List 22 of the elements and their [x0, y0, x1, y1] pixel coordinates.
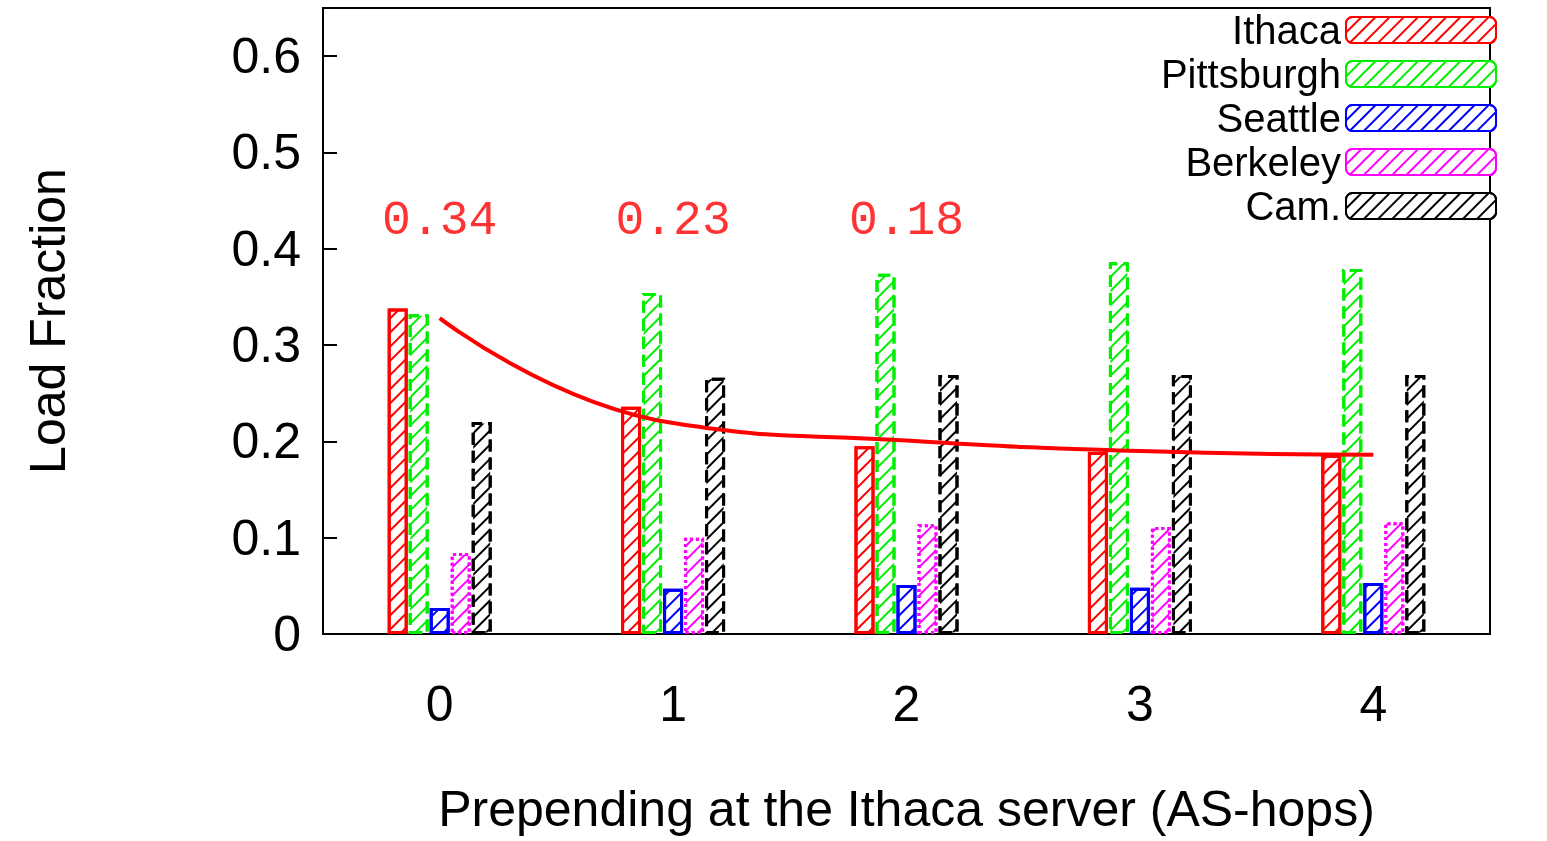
- y-tick-label: 0: [273, 606, 301, 662]
- x-tick-label: 1: [659, 676, 688, 732]
- legend-label: Cam.: [1245, 184, 1341, 228]
- y-tick-label: 0.6: [231, 28, 301, 85]
- x-tick-label: 3: [1125, 676, 1154, 732]
- y-tick-label: 0.1: [231, 509, 301, 566]
- y-tick-label: 0.2: [231, 413, 301, 470]
- annotation: 0.34: [382, 193, 498, 248]
- annotation: 0.23: [615, 193, 731, 248]
- legend-label: Ithaca: [1232, 8, 1342, 52]
- x-tick-label: 2: [892, 676, 921, 732]
- y-tick-label: 0.4: [231, 220, 301, 277]
- x-axis-title: Prepending at the Ithaca server (AS-hops): [438, 781, 1375, 837]
- legend-label: Berkeley: [1185, 140, 1341, 184]
- x-tick-label: 4: [1359, 676, 1388, 732]
- annotation: 0.18: [848, 193, 965, 248]
- x-tick-label: 0: [425, 676, 454, 732]
- y-tick-label: 0.5: [231, 124, 301, 181]
- y-axis-title: Load Fraction: [20, 168, 76, 474]
- legend-label: Pittsburgh: [1160, 52, 1341, 96]
- legend-label: Seattle: [1216, 96, 1341, 140]
- y-tick-label: 0.3: [231, 317, 301, 374]
